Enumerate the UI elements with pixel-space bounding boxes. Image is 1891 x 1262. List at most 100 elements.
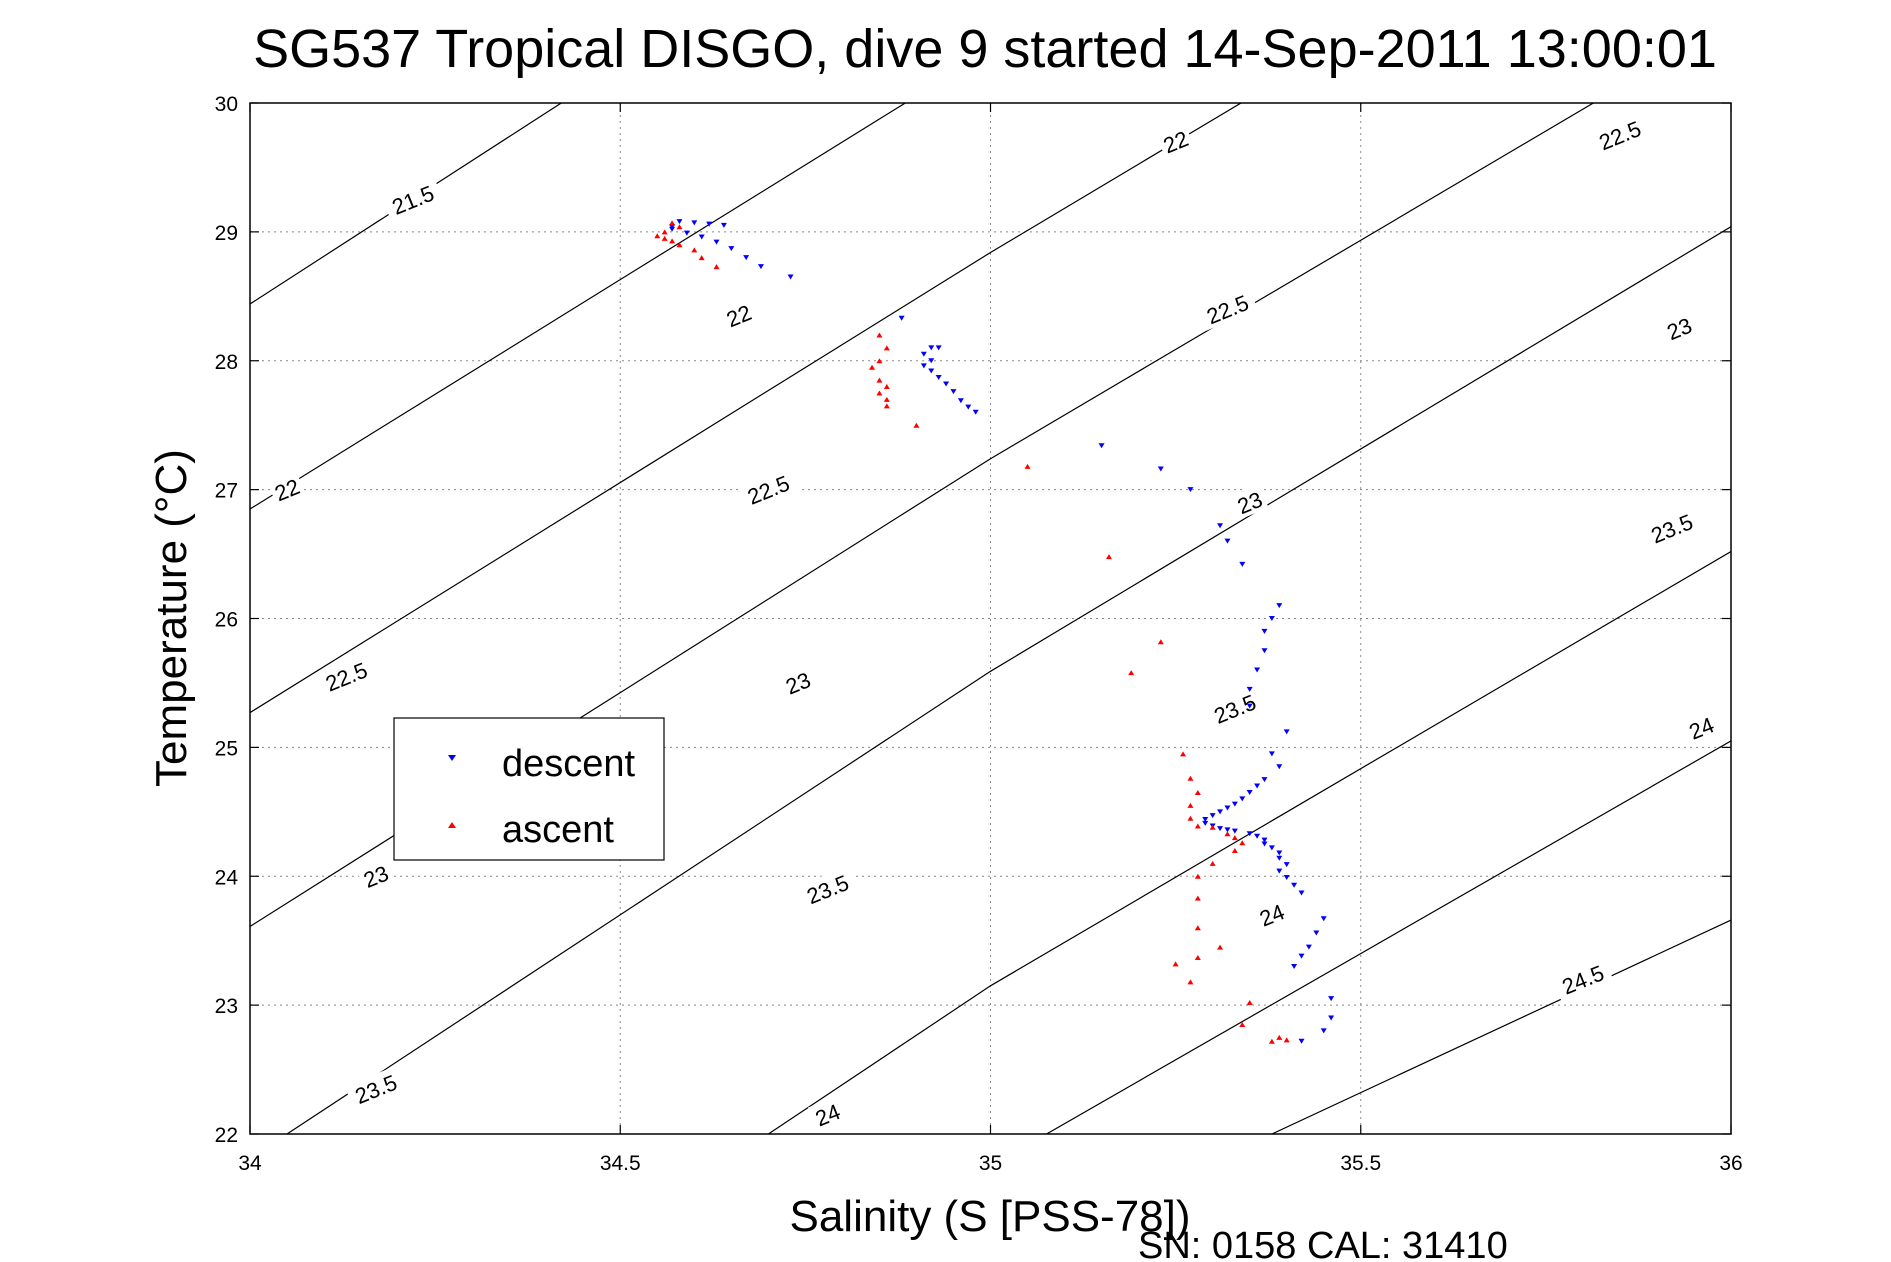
descent-point bbox=[1231, 801, 1238, 807]
descent-point bbox=[935, 345, 942, 351]
descent-point bbox=[1276, 764, 1283, 770]
ascent-point bbox=[1246, 1000, 1253, 1006]
descent-point bbox=[1305, 944, 1312, 950]
descent-point bbox=[1187, 487, 1194, 493]
descent-point bbox=[787, 274, 794, 280]
descent-point bbox=[1298, 890, 1305, 896]
chart-title: SG537 Tropical DISGO, dive 9 started 14-… bbox=[253, 19, 1717, 79]
descent-point bbox=[728, 246, 735, 252]
descent-point bbox=[928, 368, 935, 374]
contour-label-background bbox=[1551, 955, 1614, 1002]
descent-point bbox=[1157, 466, 1164, 472]
descent-point bbox=[1328, 1015, 1335, 1021]
ascent-point bbox=[676, 242, 683, 248]
descent-point bbox=[1313, 930, 1320, 936]
descent-point bbox=[713, 239, 720, 245]
descent-point bbox=[1268, 845, 1275, 851]
legend-descent-label: descent bbox=[502, 743, 636, 785]
descent-point bbox=[1268, 751, 1275, 757]
ascent-point bbox=[654, 233, 661, 239]
contour-level-label: 22 bbox=[1155, 122, 1195, 159]
contour-label-background bbox=[1588, 111, 1651, 157]
descent-point bbox=[1261, 628, 1268, 634]
descent-point bbox=[1261, 841, 1268, 847]
x-tick-label: 35 bbox=[979, 1152, 1002, 1175]
descent-point bbox=[943, 381, 950, 387]
descent-point bbox=[1283, 875, 1290, 881]
descent-point bbox=[1283, 729, 1290, 735]
contour-label-background bbox=[1681, 709, 1721, 745]
y-tick-label: 30 bbox=[215, 93, 238, 116]
data-series bbox=[654, 219, 1335, 1044]
y-tick-label: 27 bbox=[215, 480, 238, 503]
x-tick-label: 34 bbox=[238, 1152, 262, 1175]
density-contour-line bbox=[1045, 740, 1731, 1134]
density-contour-line bbox=[250, 103, 563, 305]
descent-point bbox=[1291, 963, 1298, 969]
contour-label-background bbox=[796, 865, 859, 911]
axis-ticks: 34 34.5 35 35.5 36 22 23 24 25 26 27 28 29 30 bbox=[215, 93, 1743, 1175]
descent-point bbox=[1231, 828, 1238, 834]
ascent-point bbox=[876, 377, 883, 383]
descent-point bbox=[691, 220, 698, 226]
contour-label-background bbox=[1196, 285, 1258, 331]
descent-point bbox=[1224, 805, 1231, 811]
ascent-point bbox=[1224, 831, 1231, 837]
contour-label-background bbox=[267, 470, 306, 507]
ascent-point bbox=[1187, 775, 1194, 781]
ascent-point bbox=[1209, 860, 1216, 866]
y-tick-label: 26 bbox=[215, 609, 238, 632]
descent-point bbox=[743, 255, 750, 261]
ascent-point bbox=[1187, 802, 1194, 808]
legend-box bbox=[393, 717, 665, 861]
ascent-point bbox=[1172, 961, 1179, 967]
ascent-point bbox=[1239, 840, 1246, 846]
contour-label-background bbox=[807, 1095, 847, 1132]
descent-point bbox=[757, 264, 764, 270]
descent-point bbox=[1261, 837, 1268, 843]
ascent-point bbox=[1128, 670, 1135, 676]
descent-point bbox=[1224, 538, 1231, 544]
descent-point bbox=[1276, 850, 1283, 856]
x-tick-label: 34.5 bbox=[600, 1152, 641, 1175]
descent-point bbox=[920, 351, 927, 357]
ascent-point bbox=[1187, 979, 1194, 985]
descent-point bbox=[1098, 443, 1105, 449]
descent-point bbox=[1261, 648, 1268, 654]
ascent-point bbox=[1217, 944, 1224, 950]
ascent-point bbox=[691, 247, 698, 253]
descent-point bbox=[1276, 855, 1283, 861]
legend: descent ascent bbox=[393, 717, 665, 861]
contour-label-background bbox=[356, 857, 395, 894]
contour-label-background bbox=[315, 653, 377, 699]
descent-point bbox=[928, 358, 935, 364]
density-contour-line bbox=[286, 226, 1731, 1134]
descent-point bbox=[1246, 789, 1253, 795]
descent-point bbox=[928, 345, 935, 351]
descent-point bbox=[1217, 523, 1224, 529]
ascent-point bbox=[661, 235, 668, 241]
descent-point bbox=[683, 230, 690, 236]
contour-label-background bbox=[1230, 483, 1269, 520]
y-tick-label: 28 bbox=[215, 351, 238, 374]
contour-label-background bbox=[381, 176, 444, 222]
contour-level-label: 23 bbox=[778, 664, 817, 700]
descent-point bbox=[1246, 703, 1253, 709]
y-tick-label: 25 bbox=[215, 737, 238, 760]
descent-point bbox=[669, 226, 676, 232]
y-axis-label: Temperature (°C) bbox=[147, 449, 196, 787]
descent-point bbox=[1291, 882, 1298, 888]
ascent-point bbox=[1283, 1037, 1290, 1043]
ascent-point bbox=[1194, 895, 1201, 901]
descent-point bbox=[1320, 1028, 1327, 1034]
descent-point bbox=[920, 363, 927, 369]
descent-point bbox=[957, 398, 964, 404]
legend-ascent-marker bbox=[448, 822, 456, 828]
descent-point bbox=[1298, 953, 1305, 959]
descent-point bbox=[1283, 862, 1290, 868]
ascent-point bbox=[1231, 847, 1238, 853]
descent-point bbox=[1268, 616, 1275, 621]
descent-point bbox=[1209, 813, 1216, 819]
x-tick-label: 36 bbox=[1719, 1152, 1742, 1175]
